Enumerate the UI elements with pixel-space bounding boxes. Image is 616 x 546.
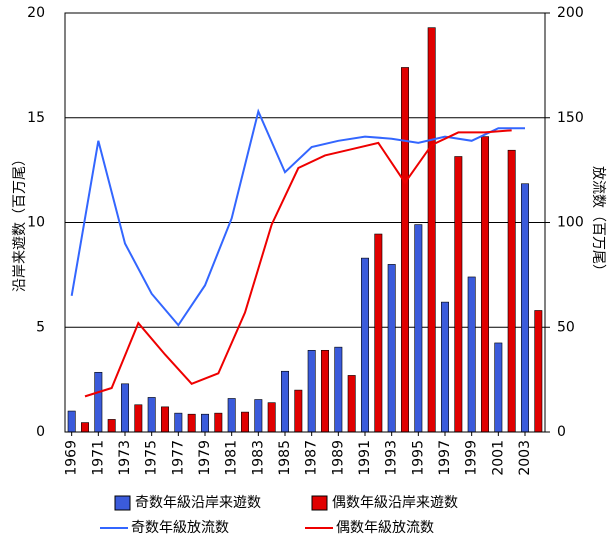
bar (227, 398, 236, 433)
legend-label: 奇数年級放流数 (131, 519, 229, 536)
bar (374, 233, 383, 433)
x-tick-label: 1975 (144, 440, 160, 476)
bar (307, 349, 316, 433)
x-tick-label: 1999 (464, 440, 480, 476)
bar (334, 346, 343, 433)
bar (201, 413, 209, 433)
x-tick-label: 1977 (170, 440, 186, 476)
bar (281, 370, 289, 433)
legend-label: 偶数年級放流数 (336, 520, 434, 536)
x-tick-label: 1997 (437, 440, 453, 476)
y-tick-label: 20 (27, 5, 45, 21)
y-tick-label: 5 (36, 319, 45, 335)
y2-tick-label: 100 (557, 215, 584, 231)
bar (67, 410, 76, 433)
y-tick-label: 10 (27, 215, 45, 231)
x-tick-label: 1983 (250, 440, 266, 476)
bar (534, 310, 543, 433)
bar (387, 264, 396, 433)
x-tick-label: 1991 (357, 440, 373, 476)
y2-axis-title: 放流数（百万尾） (590, 166, 606, 278)
x-tick-label: 1987 (304, 440, 320, 476)
y-tick-label: 0 (36, 424, 45, 440)
bar (521, 183, 529, 433)
x-tick-label: 1993 (384, 440, 400, 476)
bar (494, 342, 503, 433)
bar (361, 257, 369, 433)
y-tick-label: 15 (27, 110, 45, 126)
y2-tick-label: 50 (557, 319, 575, 335)
legend-swatch (311, 495, 328, 511)
bar (321, 349, 329, 433)
bar (267, 402, 276, 433)
bar (134, 404, 143, 433)
x-tick-label: 1981 (224, 440, 240, 476)
bar (187, 413, 196, 433)
bar (241, 411, 249, 433)
x-tick-label: 1995 (410, 440, 426, 476)
y2-tick-label: 0 (557, 424, 566, 440)
x-tick-label: 1971 (90, 440, 106, 476)
x-tick-label: 2001 (490, 440, 506, 476)
bar (481, 136, 489, 433)
line (84, 129, 512, 398)
legend-swatch (114, 495, 131, 511)
bar (174, 412, 183, 433)
bar (347, 375, 356, 433)
x-tick-label: 1989 (330, 440, 346, 476)
bar (401, 67, 409, 433)
bar (441, 301, 449, 433)
bar (294, 389, 303, 433)
plot-frame (64, 12, 546, 433)
x-tick-label: 1985 (277, 440, 293, 476)
bar (414, 224, 423, 433)
x-tick-label: 1969 (64, 440, 80, 476)
y2-tick-label: 150 (557, 110, 584, 126)
bar (454, 156, 463, 433)
legend-label: 奇数年級沿岸来遊数 (135, 494, 261, 511)
bar (467, 276, 476, 433)
y-axis-title: 沿岸来遊数（百万尾） (12, 152, 28, 292)
bar (121, 383, 129, 433)
x-tick-label: 2003 (517, 440, 533, 476)
bar (161, 406, 169, 433)
x-tick-label: 1979 (197, 440, 213, 476)
bar (81, 422, 89, 433)
legend-label: 偶数年級沿岸来遊数 (332, 495, 458, 511)
x-tick-label: 1973 (117, 440, 133, 476)
y2-tick-label: 200 (557, 5, 584, 21)
bar (107, 419, 116, 433)
bar (214, 412, 223, 433)
bar (507, 149, 516, 433)
bar (147, 397, 156, 433)
bar (254, 399, 263, 433)
bar (427, 27, 436, 433)
bar (94, 371, 103, 433)
